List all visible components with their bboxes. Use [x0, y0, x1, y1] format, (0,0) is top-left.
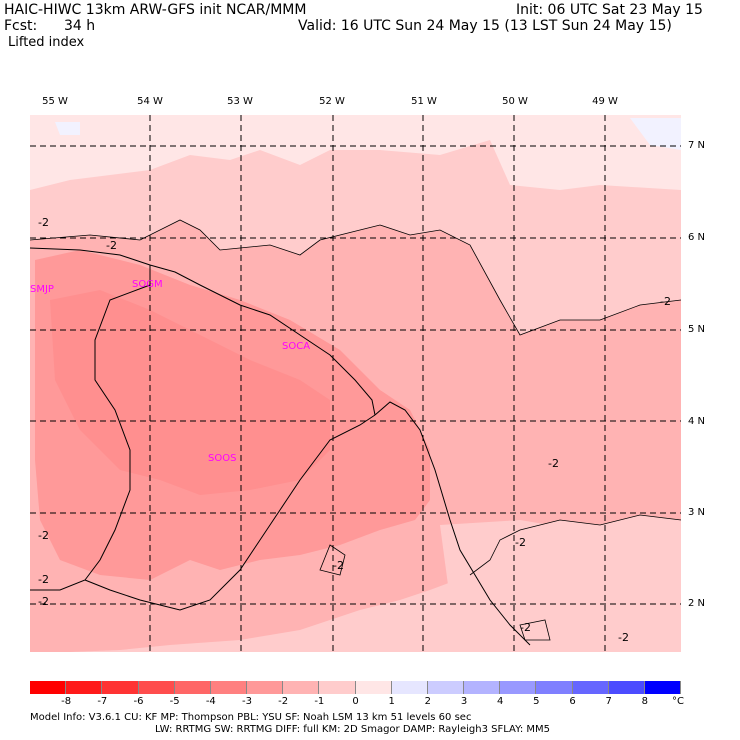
colorbar-tick-label: 3: [460, 696, 468, 707]
colorbar-tick-label: 8: [641, 696, 649, 707]
pale-region: [30, 115, 681, 190]
colorbar-tick-label: 4: [496, 696, 504, 707]
colorbar-swatch: [138, 681, 175, 694]
model-info-line1: Model Info: V3.6.1 CU: KF MP: Thompson P…: [30, 712, 472, 723]
lon-label: 52 W: [319, 96, 345, 107]
lat-label: 5 N: [688, 324, 706, 335]
lon-label: 49 W: [592, 96, 618, 107]
station-label: SOCA: [282, 341, 311, 352]
contour-label: -2: [548, 457, 559, 470]
colorbar-swatch: [102, 681, 139, 694]
colorbar-swatch: [247, 681, 284, 694]
contour-label: -2: [106, 239, 117, 252]
colorbar-tick-label: -4: [205, 696, 216, 707]
colorbar-swatch: [391, 681, 428, 694]
colorbar-swatch: [464, 681, 501, 694]
unstable-core-inner: [50, 290, 330, 495]
colorbar-swatch: [644, 681, 682, 694]
colorbar-tick-label: 7: [605, 696, 612, 707]
lon-label: 54 W: [137, 96, 163, 107]
pale-blue-patch: [630, 118, 681, 150]
lon-label: 50 W: [502, 96, 528, 107]
lat-label: 4 N: [688, 416, 706, 427]
station-label: SOGM: [132, 279, 163, 290]
contour-label: -2: [520, 621, 531, 634]
colorbar-swatch: [210, 681, 248, 694]
colorbar-swatch: [608, 681, 645, 694]
contour-label: -2: [515, 536, 526, 549]
colorbar-tick-label: 6: [569, 696, 576, 707]
lat-label: 2 N: [688, 598, 706, 609]
colorbar-swatch: [536, 681, 573, 694]
pale-blue-patch: [55, 122, 80, 135]
colorbar-tick-label: 5: [533, 696, 540, 707]
station-label: SOOS: [208, 453, 237, 464]
southeast-region: [440, 520, 681, 652]
colorbar-swatch: [500, 681, 537, 694]
colorbar-unit: °C: [672, 696, 684, 707]
colorbar-tick-label: -5: [169, 696, 180, 707]
colorbar-tick-label: 0: [352, 696, 359, 707]
colorbar-tick-label: -2: [278, 696, 289, 707]
colorbar-swatch: [355, 681, 392, 694]
header-title: HAIC-HIWC 13km ARW-GFS init NCAR/MMM: [4, 2, 307, 18]
colorbar-tick-label: -6: [133, 696, 144, 707]
contour-label: -2: [38, 595, 49, 608]
contour-label: -2: [38, 573, 49, 586]
forecast-label: Fcst:: [4, 18, 38, 34]
contour-label: -2: [38, 529, 49, 542]
lon-label: 55 W: [42, 96, 68, 107]
contour-label: -2: [618, 631, 629, 644]
lat-label: 6 N: [688, 232, 706, 243]
colorbar-tick-label: -1: [314, 696, 325, 707]
station-label: SMJP: [30, 284, 54, 295]
colorbar-tick-label: 2: [424, 696, 432, 707]
lat-lon-grid: [30, 115, 681, 652]
colorbar-tick-label: -8: [61, 696, 72, 707]
forecast-hours: 34 h: [64, 18, 96, 34]
colorbar: [30, 681, 682, 694]
lon-label: 51 W: [411, 96, 437, 107]
colorbar-swatch: [30, 681, 67, 694]
colorbar-swatch: [66, 681, 103, 694]
colorbar-swatch: [572, 681, 609, 694]
colorbar-swatch: [319, 681, 356, 694]
valid-time: Valid: 16 UTC Sun 24 May 15 (13 LST Sun …: [298, 18, 672, 34]
contour-label: -2: [38, 216, 49, 229]
colorbar-swatch: [283, 681, 320, 694]
model-info-line2: LW: RRTMG SW: RRTMG DIFF: full KM: 2D Sm…: [155, 724, 551, 735]
colorbar-tick-label: 1: [388, 696, 395, 707]
contour-label: -2: [660, 295, 671, 308]
lon-label: 53 W: [227, 96, 253, 107]
contour-label: -2: [333, 559, 344, 572]
contour-lines: [29, 219, 682, 641]
lat-label: 7 N: [688, 140, 706, 151]
coastline: [29, 247, 531, 646]
colorbar-swatch: [174, 681, 211, 694]
lat-label: 3 N: [688, 507, 706, 518]
field-name: Lifted index: [8, 35, 85, 50]
colorbar-tick-label: -7: [97, 696, 108, 707]
init-time: Init: 06 UTC Sat 23 May 15: [516, 2, 703, 18]
colorbar-swatch: [427, 681, 465, 694]
colorbar-tick-label: -3: [242, 696, 252, 707]
